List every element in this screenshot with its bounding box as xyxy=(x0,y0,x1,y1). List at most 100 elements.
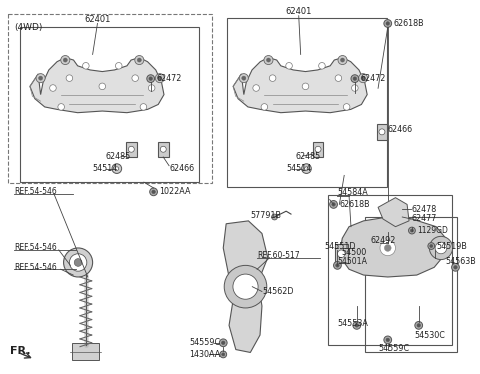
Circle shape xyxy=(384,245,391,251)
Circle shape xyxy=(408,227,415,234)
Text: 54500: 54500 xyxy=(341,248,367,257)
Text: 62485: 62485 xyxy=(296,151,321,160)
Circle shape xyxy=(359,74,368,83)
PathPatch shape xyxy=(30,58,164,113)
Bar xyxy=(9,14,212,183)
Bar xyxy=(126,141,137,157)
Circle shape xyxy=(353,322,360,329)
Circle shape xyxy=(415,322,422,329)
Text: 54514: 54514 xyxy=(93,164,118,173)
Bar xyxy=(328,195,452,345)
Circle shape xyxy=(435,242,447,254)
Circle shape xyxy=(99,83,106,90)
Circle shape xyxy=(335,75,342,82)
Circle shape xyxy=(38,76,43,80)
Bar xyxy=(72,343,99,360)
PathPatch shape xyxy=(339,217,446,277)
Circle shape xyxy=(160,146,166,152)
Text: 54519B: 54519B xyxy=(436,242,467,251)
Circle shape xyxy=(386,22,389,25)
Circle shape xyxy=(410,229,413,232)
Circle shape xyxy=(63,248,93,277)
Text: 62477: 62477 xyxy=(412,214,437,223)
Circle shape xyxy=(61,55,70,65)
Text: 62472: 62472 xyxy=(360,74,386,83)
Circle shape xyxy=(266,58,271,62)
Circle shape xyxy=(332,203,336,206)
Text: 54514: 54514 xyxy=(286,164,312,173)
Circle shape xyxy=(49,85,56,91)
Circle shape xyxy=(137,58,142,62)
Text: 54563B: 54563B xyxy=(446,257,477,266)
Circle shape xyxy=(286,62,292,69)
Circle shape xyxy=(220,351,227,358)
Text: 54530C: 54530C xyxy=(415,331,446,340)
PathPatch shape xyxy=(378,197,409,227)
Bar xyxy=(158,141,168,157)
Circle shape xyxy=(336,264,339,267)
Circle shape xyxy=(380,240,396,256)
Circle shape xyxy=(140,104,147,110)
Text: FR.: FR. xyxy=(11,346,31,356)
Bar xyxy=(313,141,324,157)
Text: 1430AA: 1430AA xyxy=(190,350,221,359)
Circle shape xyxy=(338,55,347,65)
Circle shape xyxy=(147,75,155,83)
Bar xyxy=(377,124,387,140)
Circle shape xyxy=(379,129,385,135)
Text: 62401: 62401 xyxy=(84,15,111,24)
Text: 62478: 62478 xyxy=(412,205,437,214)
Text: 62618B: 62618B xyxy=(339,200,370,209)
Circle shape xyxy=(452,263,459,271)
Circle shape xyxy=(128,146,134,152)
Circle shape xyxy=(428,243,435,249)
Text: 54501A: 54501A xyxy=(337,257,367,266)
Circle shape xyxy=(112,164,121,174)
Circle shape xyxy=(351,75,359,83)
Circle shape xyxy=(384,19,392,27)
Text: REF.54-546: REF.54-546 xyxy=(14,243,57,252)
Circle shape xyxy=(63,58,67,62)
Text: REF.54-546: REF.54-546 xyxy=(14,263,57,272)
Circle shape xyxy=(224,266,267,308)
Circle shape xyxy=(301,164,312,174)
Text: 54551D: 54551D xyxy=(325,242,356,251)
Circle shape xyxy=(305,167,308,171)
Circle shape xyxy=(70,254,87,271)
Circle shape xyxy=(361,76,365,80)
Circle shape xyxy=(233,274,258,299)
Bar xyxy=(20,27,199,182)
Circle shape xyxy=(337,250,345,258)
Circle shape xyxy=(430,245,433,248)
Text: 1022AA: 1022AA xyxy=(159,187,191,196)
Text: 62466: 62466 xyxy=(169,164,194,173)
Circle shape xyxy=(384,336,392,344)
Circle shape xyxy=(386,338,389,341)
Circle shape xyxy=(340,58,345,62)
Circle shape xyxy=(115,167,119,171)
Circle shape xyxy=(83,62,89,69)
Circle shape xyxy=(116,62,122,69)
Bar xyxy=(364,217,457,352)
Text: 54559C: 54559C xyxy=(378,344,409,353)
Circle shape xyxy=(221,341,225,344)
Bar xyxy=(335,244,348,263)
Circle shape xyxy=(353,77,357,80)
Circle shape xyxy=(269,75,276,82)
Text: 1129GD: 1129GD xyxy=(417,226,448,235)
Circle shape xyxy=(351,85,358,91)
Text: REF.54-546: REF.54-546 xyxy=(14,187,57,196)
Text: 62472: 62472 xyxy=(156,74,182,83)
Bar xyxy=(227,18,387,187)
Circle shape xyxy=(302,83,309,90)
Circle shape xyxy=(315,146,321,152)
Circle shape xyxy=(36,74,45,83)
Text: 54562D: 54562D xyxy=(262,287,293,296)
Circle shape xyxy=(454,266,457,269)
Circle shape xyxy=(149,77,153,80)
Circle shape xyxy=(343,104,350,110)
Circle shape xyxy=(417,324,420,327)
Circle shape xyxy=(253,85,259,91)
Text: 54559C: 54559C xyxy=(190,338,220,347)
Text: 62485: 62485 xyxy=(105,151,131,160)
